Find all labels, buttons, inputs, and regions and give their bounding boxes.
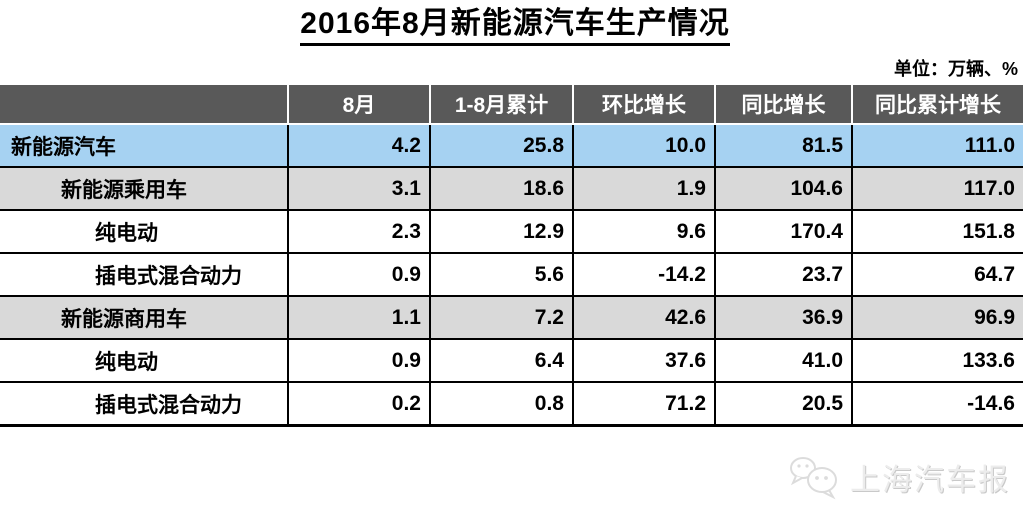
value-cell: -14.6 [851, 381, 1023, 427]
row-label-cell: 插电式混合动力 [0, 252, 288, 296]
wechat-icon [790, 457, 837, 500]
row-label-cell: 新能源商用车 [0, 295, 288, 339]
row-label-cell: 纯电动 [0, 338, 288, 382]
value-cell: 36.9 [714, 295, 852, 339]
value-cell: 64.7 [851, 252, 1023, 296]
value-cell: 96.9 [851, 295, 1023, 339]
value-cell: -14.2 [572, 252, 715, 296]
value-cell: 9.6 [572, 209, 715, 253]
table-row: 新能源汽车 4.2 25.8 10.0 81.5 111.0 [0, 124, 1023, 167]
table-row: 插电式混合动力 0.2 0.8 71.2 20.5 -14.6 [0, 381, 1023, 427]
column-header: 同比累计增长 [851, 85, 1023, 125]
value-cell: 71.2 [572, 381, 715, 427]
value-cell: 0.8 [429, 381, 573, 427]
table-body: 新能源汽车 4.2 25.8 10.0 81.5 111.0 新能源乘用车 3.1 18.6 1.… [0, 124, 1023, 427]
value-cell: 4.2 [287, 124, 430, 167]
watermark-text: 上海汽车报 [850, 464, 1010, 497]
value-cell: 117.0 [851, 166, 1023, 210]
row-label-cell: 插电式混合动力 [0, 381, 288, 427]
value-cell: 2.3 [287, 209, 430, 253]
table-row: 新能源乘用车 3.1 18.6 1.9 104.6 117.0 [0, 166, 1023, 210]
value-cell: 6.4 [429, 338, 573, 382]
page-title: 2016年8月新能源汽车生产情况 [300, 6, 730, 46]
column-header: 环比增长 [572, 85, 715, 125]
value-cell: 1.9 [572, 166, 715, 210]
value-cell: 0.9 [287, 252, 430, 296]
value-cell: 0.9 [287, 338, 430, 382]
table-row: 纯电动 0.9 6.4 37.6 41.0 133.6 [0, 338, 1023, 382]
production-table: 8月 1-8月累计 环比增长 同比增长 同比累计增长 新能源汽车 4.2 25.8 10.0 8… [0, 85, 1023, 427]
value-cell: 18.6 [429, 166, 573, 210]
value-cell: 0.2 [287, 381, 430, 427]
value-cell: 5.6 [429, 252, 573, 296]
row-label-cell: 新能源汽车 [0, 124, 288, 167]
column-header [0, 85, 288, 125]
table-header: 8月 1-8月累计 环比增长 同比增长 同比累计增长 [0, 85, 1023, 125]
row-label-cell: 纯电动 [0, 209, 288, 253]
value-cell: 23.7 [714, 252, 852, 296]
unit-note: 单位：万辆、% [893, 59, 1018, 79]
table-row: 纯电动 2.3 12.9 9.6 170.4 151.8 [0, 209, 1023, 253]
value-cell: 10.0 [572, 124, 715, 167]
column-header: 1-8月累计 [429, 85, 573, 125]
row-label-cell: 新能源乘用车 [0, 166, 288, 210]
value-cell: 81.5 [714, 124, 852, 167]
value-cell: 133.6 [851, 338, 1023, 382]
value-cell: 37.6 [572, 338, 715, 382]
value-cell: 151.8 [851, 209, 1023, 253]
title-bar: 2016年8月新能源汽车生产情况 [0, 6, 1030, 46]
value-cell: 7.2 [429, 295, 573, 339]
value-cell: 25.8 [429, 124, 573, 167]
value-cell: 3.1 [287, 166, 430, 210]
table-header-row: 8月 1-8月累计 环比增长 同比增长 同比累计增长 [0, 85, 1023, 125]
value-cell: 42.6 [572, 295, 715, 339]
table-row: 新能源商用车 1.1 7.2 42.6 36.9 96.9 [0, 295, 1023, 339]
value-cell: 41.0 [714, 338, 852, 382]
value-cell: 104.6 [714, 166, 852, 210]
value-cell: 1.1 [287, 295, 430, 339]
table-row: 插电式混合动力 0.9 5.6 -14.2 23.7 64.7 [0, 252, 1023, 296]
value-cell: 111.0 [851, 124, 1023, 167]
watermark: 上海汽车报 [788, 454, 1010, 500]
value-cell: 12.9 [429, 209, 573, 253]
column-header: 同比增长 [714, 85, 852, 125]
value-cell: 170.4 [714, 209, 852, 253]
value-cell: 20.5 [714, 381, 852, 427]
column-header: 8月 [287, 85, 430, 125]
